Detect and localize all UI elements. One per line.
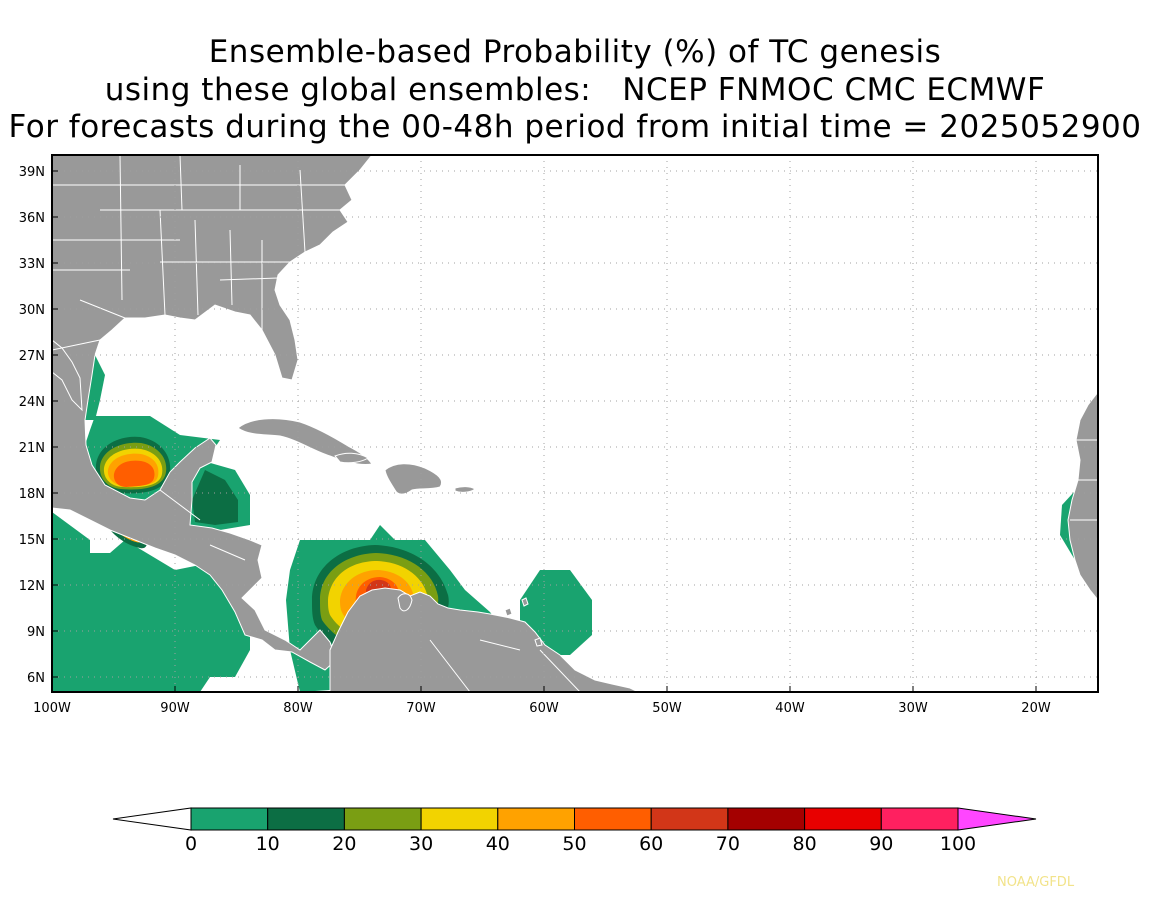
- land-hispaniola: [384, 463, 443, 495]
- lon-label: 30W: [898, 701, 928, 716]
- lat-label: 18N: [19, 487, 45, 502]
- lat-label: 15N: [19, 533, 45, 548]
- lat-lon-grid: [52, 155, 1098, 692]
- prob-region-eastern-pacific: [52, 512, 250, 692]
- lat-labels: 39N 36N 33N 30N 27N 24N 21N 18N 15N 12N …: [19, 165, 45, 686]
- land-jamaica: [334, 452, 369, 464]
- lat-label: 12N: [19, 579, 45, 594]
- lat-label: 24N: [19, 395, 45, 410]
- lon-label: 50W: [652, 701, 682, 716]
- colorbar-level-label: 40: [486, 833, 510, 855]
- prob-campeche-50-60: [113, 460, 155, 487]
- land-north-america: [52, 155, 373, 671]
- colorbar-labels: 0 10 20 30 40 50 60 70 80 90 100: [185, 833, 976, 855]
- lon-labels: 100W 90W 80W 70W 60W 50W 40W 30W 20W: [33, 701, 1051, 716]
- lat-label: 27N: [19, 349, 45, 364]
- colorbar-level-label: 10: [256, 833, 280, 855]
- lon-label: 20W: [1021, 701, 1051, 716]
- lon-label: 90W: [160, 701, 190, 716]
- lon-label: 80W: [283, 701, 313, 716]
- lon-label: 100W: [33, 701, 71, 716]
- colorbar-box: [574, 807, 652, 831]
- title-line-3: For forecasts during the 00-48h period f…: [8, 109, 1142, 145]
- colorbar-box: [190, 807, 269, 831]
- colorbar-over-arrow: [957, 807, 1037, 831]
- prob-region-gulf-of-honduras-core: [192, 470, 238, 525]
- colorbar-boxes: [190, 807, 959, 831]
- land-west-africa: [1067, 391, 1098, 601]
- colorbar-level-label: 20: [332, 833, 356, 855]
- credit-text: NOAA/GFDL: [997, 875, 1075, 890]
- lat-label: 39N: [19, 165, 45, 180]
- title-line-1: Ensemble-based Probability (%) of TC gen…: [208, 34, 942, 70]
- land-puerto-rico: [454, 486, 476, 493]
- land-south-america: [329, 587, 639, 692]
- colorbar-level-label: 70: [716, 833, 740, 855]
- colorbar-level-label: 0: [185, 833, 197, 855]
- map-frame: [51, 154, 1099, 693]
- colorbar-level-label: 50: [562, 833, 586, 855]
- colorbar-box: [727, 807, 806, 831]
- lon-label: 60W: [529, 701, 559, 716]
- colorbar-box: [880, 807, 959, 831]
- land-baja-florida-coast: [52, 339, 83, 412]
- lat-label: 21N: [19, 441, 45, 456]
- lat-label: 6N: [27, 671, 45, 686]
- colorbar-box: [497, 807, 575, 831]
- lon-label: 70W: [406, 701, 436, 716]
- map-content: [52, 155, 1098, 692]
- colorbar: 0 10 20 30 40 50 60 70 80 90 100: [112, 807, 1037, 855]
- lat-label: 9N: [27, 625, 45, 640]
- lat-label: 33N: [19, 257, 45, 272]
- colorbar-level-label: 60: [639, 833, 663, 855]
- land-masses: [52, 155, 1098, 692]
- title-line-2: using these global ensembles: NCEP FNMOC…: [104, 72, 1046, 108]
- lon-label: 40W: [775, 701, 805, 716]
- land-venezuela-gulf: [397, 593, 413, 612]
- colorbar-box: [267, 807, 345, 831]
- colorbar-box: [420, 807, 499, 831]
- colorbar-level-label: 30: [409, 833, 433, 855]
- colorbar-under-arrow: [112, 807, 192, 831]
- axis-ticks: [51, 170, 1037, 692]
- colorbar-level-label: 90: [869, 833, 893, 855]
- colorbar-level-label: 100: [940, 833, 976, 855]
- land-caribbean-small-islands: [504, 597, 543, 647]
- land-cuba: [237, 418, 373, 465]
- prob-region-lesser-antilles-east: [520, 570, 592, 655]
- political-borders: [52, 155, 1098, 692]
- colorbar-box: [343, 807, 422, 831]
- lat-label: 30N: [19, 303, 45, 318]
- colorbar-level-label: 80: [793, 833, 817, 855]
- lat-label: 36N: [19, 211, 45, 226]
- colorbar-box: [650, 807, 729, 831]
- colorbar-box: [804, 807, 882, 831]
